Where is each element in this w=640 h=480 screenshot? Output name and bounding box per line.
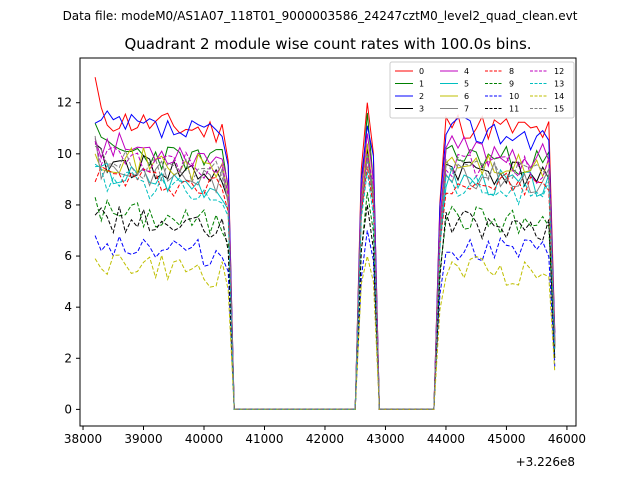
legend-label-2: 2 (419, 92, 424, 101)
legend-label-13: 13 (554, 80, 564, 89)
y-tick-label: 2 (64, 351, 72, 365)
legend-label-4: 4 (464, 67, 469, 76)
legend-label-7: 7 (464, 105, 469, 114)
plot-frame (79, 57, 577, 427)
legend-label-5: 5 (464, 80, 469, 89)
x-tick-label: 45000 (487, 432, 525, 446)
legend-label-9: 9 (509, 80, 514, 89)
series-line-11 (94, 204, 556, 410)
x-tick-label: 38000 (64, 432, 102, 446)
legend-label-8: 8 (509, 67, 514, 76)
y-tick-label: 0 (64, 402, 72, 416)
x-offset-label: +3.226e8 (516, 455, 575, 469)
y-tick-label: 10 (57, 147, 72, 161)
x-tick-label: 44000 (427, 432, 465, 446)
series-line-10 (94, 230, 556, 410)
chart-title: Quadrant 2 module wise count rates with … (124, 35, 531, 53)
y-axis: 0 2 4 6 8 10 12 (57, 96, 80, 416)
series-line-15 (94, 145, 556, 410)
x-tick-label: 39000 (124, 432, 162, 446)
y-tick-label: 4 (64, 300, 72, 314)
legend-label-0: 0 (419, 67, 424, 76)
x-tick-label: 43000 (366, 432, 404, 446)
legend-label-15: 15 (554, 105, 564, 114)
y-tick-label: 8 (64, 198, 72, 212)
datafile-label: Data file: modeM0/AS1A07_118T01_90000035… (63, 9, 578, 23)
series-line-13 (94, 163, 556, 410)
series-line-9 (94, 192, 556, 410)
x-axis: 38000 39000 40000 41000 42000 43000 44000 45000… (64, 426, 586, 446)
legend-label-12: 12 (554, 67, 564, 76)
legend-label-1: 1 (419, 80, 424, 89)
legend-label-6: 6 (464, 92, 469, 101)
legend-label-14: 14 (554, 92, 564, 101)
legend-label-3: 3 (419, 105, 424, 114)
y-tick-label: 6 (64, 249, 72, 263)
y-tick-label: 12 (57, 96, 72, 110)
legend-label-10: 10 (509, 92, 519, 101)
series-line-14 (94, 253, 556, 410)
x-tick-label: 41000 (245, 432, 283, 446)
x-tick-label: 46000 (548, 432, 586, 446)
x-tick-label: 42000 (306, 432, 344, 446)
legend-label-11: 11 (509, 105, 519, 114)
plot-series-group (94, 77, 556, 410)
x-tick-label: 40000 (185, 432, 223, 446)
legend-box (389, 61, 575, 119)
